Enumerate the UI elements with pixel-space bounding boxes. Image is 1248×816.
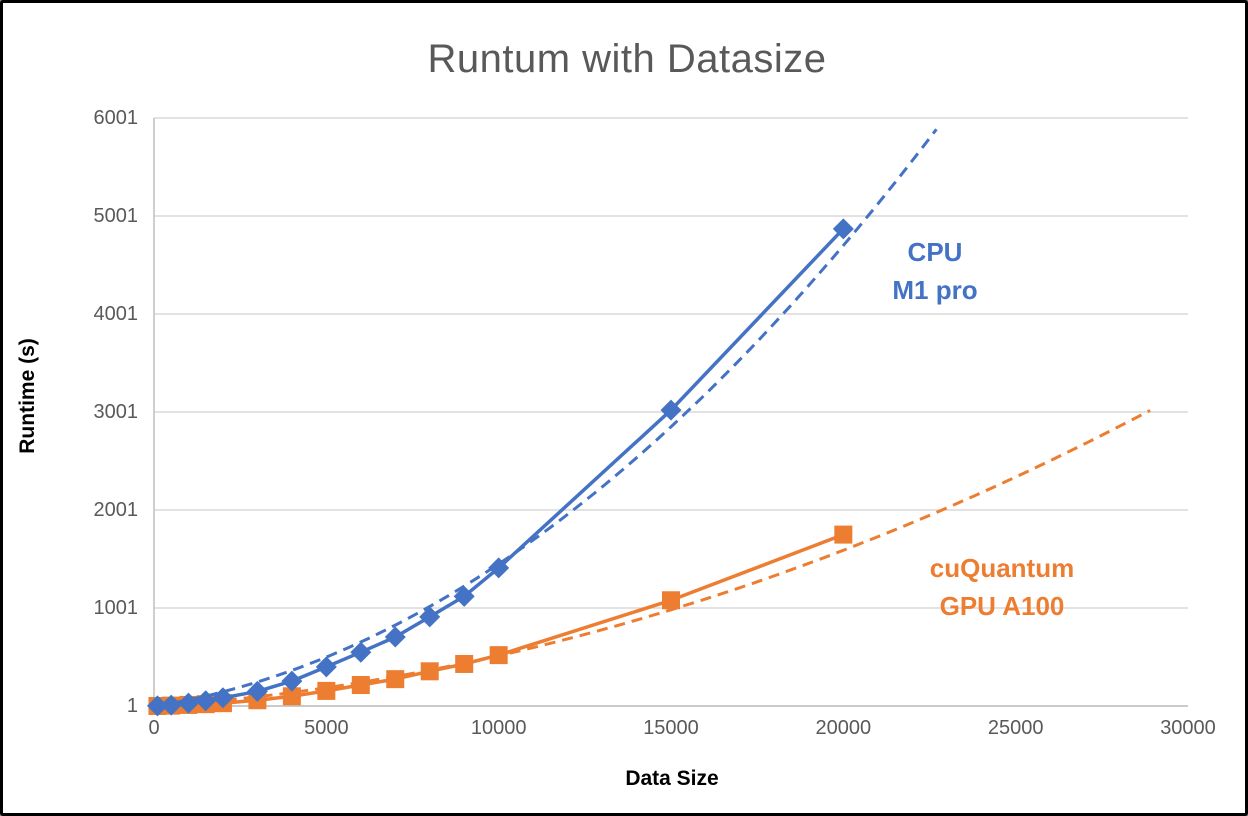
- series-label-cuquantum-gpu-a100: cuQuantum GPU A100: [877, 549, 1127, 625]
- x-tick-label: 5000: [304, 717, 349, 739]
- x-tick-label: 10000: [470, 717, 527, 739]
- x-tick-label: 0: [148, 717, 160, 739]
- y-tick-label: 1001: [93, 597, 139, 619]
- series-label-cpu-m1-pro: CPU M1 pro: [835, 233, 1035, 309]
- marker-diamond-cpu-m1-pro: [195, 690, 217, 712]
- x-axis-title: Data Size: [625, 767, 719, 790]
- marker-diamond-cpu-m1-pro: [832, 218, 854, 240]
- marker-diamond-cpu-m1-pro: [177, 692, 199, 714]
- y-tick-label: 3001: [93, 401, 139, 423]
- y-tick-label: 5001: [93, 205, 139, 227]
- series-label-line: cuQuantum: [929, 553, 1075, 583]
- marker-diamond-cpu-m1-pro: [350, 641, 372, 663]
- marker-diamond-cpu-m1-pro: [212, 687, 234, 709]
- plot-area: [146, 117, 1188, 717]
- marker-diamond-cpu-m1-pro: [246, 680, 268, 702]
- x-tick-label: 20000: [815, 717, 872, 739]
- x-tick-label: 25000: [987, 717, 1044, 739]
- x-tick-label: 15000: [643, 717, 699, 739]
- y-tick-label: 2001: [93, 499, 139, 521]
- marker-square-cuquantum-gpu-a100: [662, 591, 680, 610]
- marker-diamond-cpu-m1-pro: [660, 399, 682, 421]
- y-tick-label: 1: [126, 695, 138, 717]
- marker-diamond-cpu-m1-pro: [160, 694, 182, 716]
- series-label-line: M1 pro: [892, 275, 978, 305]
- marker-square-cuquantum-gpu-a100: [317, 681, 336, 700]
- marker-diamond-cpu-m1-pro: [384, 626, 406, 648]
- y-tick-label: 4001: [93, 303, 139, 325]
- series-label-line: GPU A100: [939, 591, 1065, 621]
- marker-square-cuquantum-gpu-a100: [489, 646, 508, 665]
- marker-square-cuquantum-gpu-a100: [834, 525, 853, 544]
- marker-diamond-cpu-m1-pro: [488, 557, 510, 579]
- marker-diamond-cpu-m1-pro: [281, 670, 303, 692]
- marker-diamond-cpu-m1-pro: [453, 585, 475, 607]
- marker-diamond-cpu-m1-pro: [315, 656, 337, 678]
- marker-square-cuquantum-gpu-a100: [351, 676, 370, 695]
- marker-diamond-cpu-m1-pro: [146, 695, 168, 717]
- marker-square-cuquantum-gpu-a100: [282, 687, 301, 706]
- y-tick-label: 6001: [93, 107, 139, 129]
- marker-square-cuquantum-gpu-a100: [420, 662, 439, 681]
- marker-square-cuquantum-gpu-a100: [455, 654, 474, 673]
- marker-diamond-cpu-m1-pro: [419, 606, 441, 628]
- chart-title: Runtum with Datasize: [427, 37, 827, 81]
- series-line-cpu-m1-pro: [155, 227, 846, 708]
- x-tick-label: 30000: [1160, 717, 1216, 739]
- trendline-cpu-m1-pro: [153, 128, 938, 708]
- marker-square-cuquantum-gpu-a100: [386, 670, 405, 689]
- series-label-line: CPU: [907, 237, 963, 267]
